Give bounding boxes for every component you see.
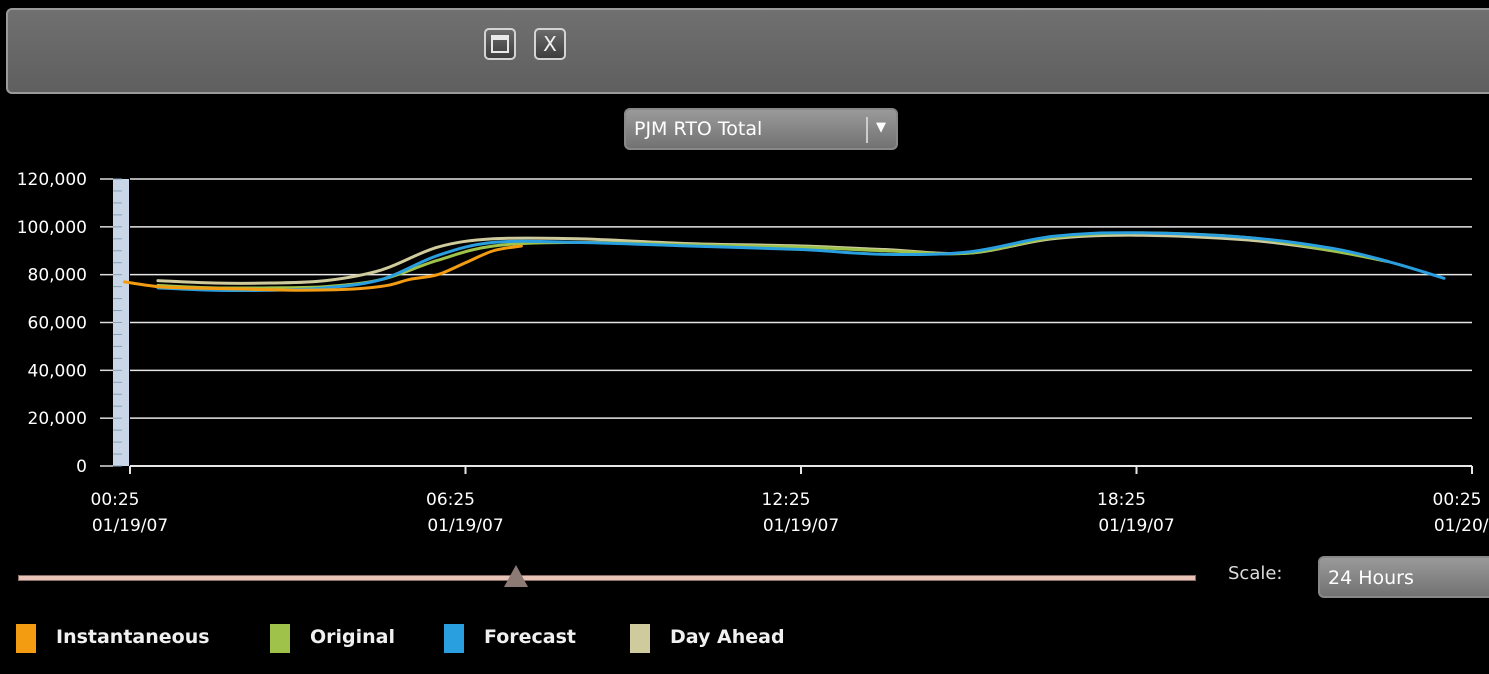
maximize-button[interactable] — [484, 28, 516, 60]
maximize-icon — [491, 35, 509, 53]
time-slider-track[interactable] — [18, 575, 1196, 581]
x-tick-time: 18:25 — [1097, 490, 1146, 510]
legend-label: Original — [310, 626, 396, 648]
x-tick-time: 12:25 — [762, 490, 811, 510]
y-tick-label: 120,000 — [17, 170, 87, 190]
y-tick-label: 20,000 — [28, 409, 87, 429]
region-select-divider — [866, 117, 868, 143]
x-tick-time: 06:25 — [426, 490, 475, 510]
legend-swatch — [444, 624, 464, 653]
x-tick-time: 00:25 — [91, 490, 140, 510]
x-tick-date: 01/20/07 — [1434, 516, 1489, 536]
series-line-day-ahead — [156, 233, 1390, 285]
legend-label: Day Ahead — [670, 626, 785, 648]
scale-label: Scale: — [1228, 563, 1283, 584]
legend-label: Instantaneous — [56, 626, 210, 648]
window-titlebar — [6, 8, 1489, 94]
dropdown-arrow-icon: ▼ — [876, 120, 886, 135]
x-tick-date: 01/19/07 — [1098, 516, 1174, 536]
legend-swatch — [16, 624, 36, 653]
region-select[interactable]: PJM RTO Total ▼ — [624, 108, 898, 150]
series-line-instantaneous — [122, 244, 523, 292]
scale-select[interactable]: 24 Hours — [1318, 556, 1489, 598]
legend-swatch — [630, 624, 650, 653]
close-icon: X — [543, 32, 557, 56]
region-select-value: PJM RTO Total — [634, 118, 763, 140]
x-tick-date: 01/19/07 — [427, 516, 503, 536]
legend-label: Forecast — [484, 626, 576, 648]
y-tick-label: 60,000 — [28, 314, 87, 334]
series-line-forecast — [156, 231, 1446, 293]
y-tick-label: 0 — [76, 457, 87, 477]
load-chart: 120,000100,00080,00060,00040,00020,00000… — [17, 170, 1489, 536]
scale-select-value: 24 Hours — [1328, 567, 1414, 589]
close-button[interactable]: X — [534, 28, 566, 60]
time-slider-thumb[interactable] — [504, 565, 528, 587]
legend-swatch — [270, 624, 290, 653]
y-tick-label: 40,000 — [28, 361, 87, 381]
y-tick-label: 80,000 — [28, 266, 87, 286]
x-tick-time: 00:25 — [1433, 490, 1482, 510]
y-tick-label: 100,000 — [17, 218, 87, 238]
x-tick-date: 01/19/07 — [763, 516, 839, 536]
x-tick-date: 01/19/07 — [92, 516, 168, 536]
